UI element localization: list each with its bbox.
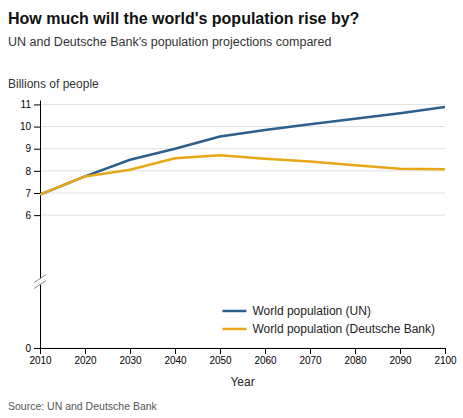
tick: 2020 [74,348,97,366]
subtitle: UN and Deutsche Bank's population projec… [8,35,331,49]
tick-mark [265,348,266,354]
y-axis-title: Billions of people [8,77,99,91]
tick-mark [34,171,40,172]
y-axis: 0 6 7 8 9 10 11 [20,99,41,354]
tick-label: 2090 [389,355,412,366]
tick-label: 2080 [344,355,367,366]
series-line [40,107,445,194]
tick: 9 [25,143,40,154]
tick: 2030 [119,348,142,366]
tick-mark [85,348,86,354]
grid [40,104,445,348]
tick: 6 [25,210,40,221]
tick-label: 11 [21,99,32,110]
tick-label: 2060 [254,355,277,366]
tick: 7 [25,188,40,199]
tick: 11 [21,99,40,110]
tick-mark [34,104,40,105]
tick-mark [175,348,176,354]
grid-line [40,126,445,127]
series-line [40,155,445,194]
tick-mark [34,193,40,194]
tick-label: 2050 [209,355,232,366]
axis-break [34,275,46,289]
plot-area [40,107,445,194]
axis-line [41,348,446,349]
legend-item: World population (UN) [222,304,371,318]
grid-line [40,104,445,105]
x-axis-title: Year [230,375,254,389]
tick-label: 7 [25,188,31,199]
tick: 8 [25,166,40,177]
legend-label: World population (Deutsche Bank) [252,322,435,336]
tick-label: 2030 [119,355,142,366]
tick-mark [34,215,40,216]
tick-mark [355,348,356,354]
tick-label: 2010 [29,355,52,366]
tick-label: 6 [25,210,31,221]
source: Source: UN and Deutsche Bank [8,400,158,412]
x-axis: 2010 2020 2030 2040 2050 2060 2070 2080 2090 2100 [29,348,457,366]
grid-line [40,193,445,194]
tick-mark [310,348,311,354]
tick-label: 2070 [299,355,322,366]
tick-label: 2040 [164,355,187,366]
tick: 2090 [389,348,412,366]
tick-label: 0 [25,343,31,354]
tick-mark [34,127,40,128]
axis-break-slash [34,281,46,289]
tick-mark [445,348,446,354]
grid-line [40,348,445,349]
axis-line [40,101,41,349]
tick: 2070 [299,348,322,366]
tick: 2080 [344,348,367,366]
tick: 2060 [254,348,277,366]
legend-swatch [222,328,246,331]
title: How much will the world's population ris… [8,10,359,27]
tick: 10 [20,121,40,132]
tick-mark [40,348,41,354]
tick-label: 2020 [74,355,97,366]
tick-mark [220,348,221,354]
tick: 0 [25,343,40,354]
tick: 2010 [29,348,52,366]
tick-label: 9 [25,143,31,154]
tick: 2040 [164,348,187,366]
chart: How much will the world's population ris… [0,0,463,418]
tick-mark [34,348,40,349]
legend-label: World population (UN) [252,304,371,318]
tick-mark [400,348,401,354]
legend-swatch [222,310,246,313]
grid-line [40,215,445,216]
grid-line [40,148,445,149]
legend-item: World population (Deutsche Bank) [222,322,435,336]
tick: 2100 [434,348,457,366]
tick: 2050 [209,348,232,366]
tick-label: 2100 [434,355,457,366]
tick-mark [34,149,40,150]
legend: World population (UN) World population (D… [222,304,435,336]
tick-mark [130,348,131,354]
tick-label: 8 [25,166,31,177]
tick-label: 10 [20,121,32,132]
